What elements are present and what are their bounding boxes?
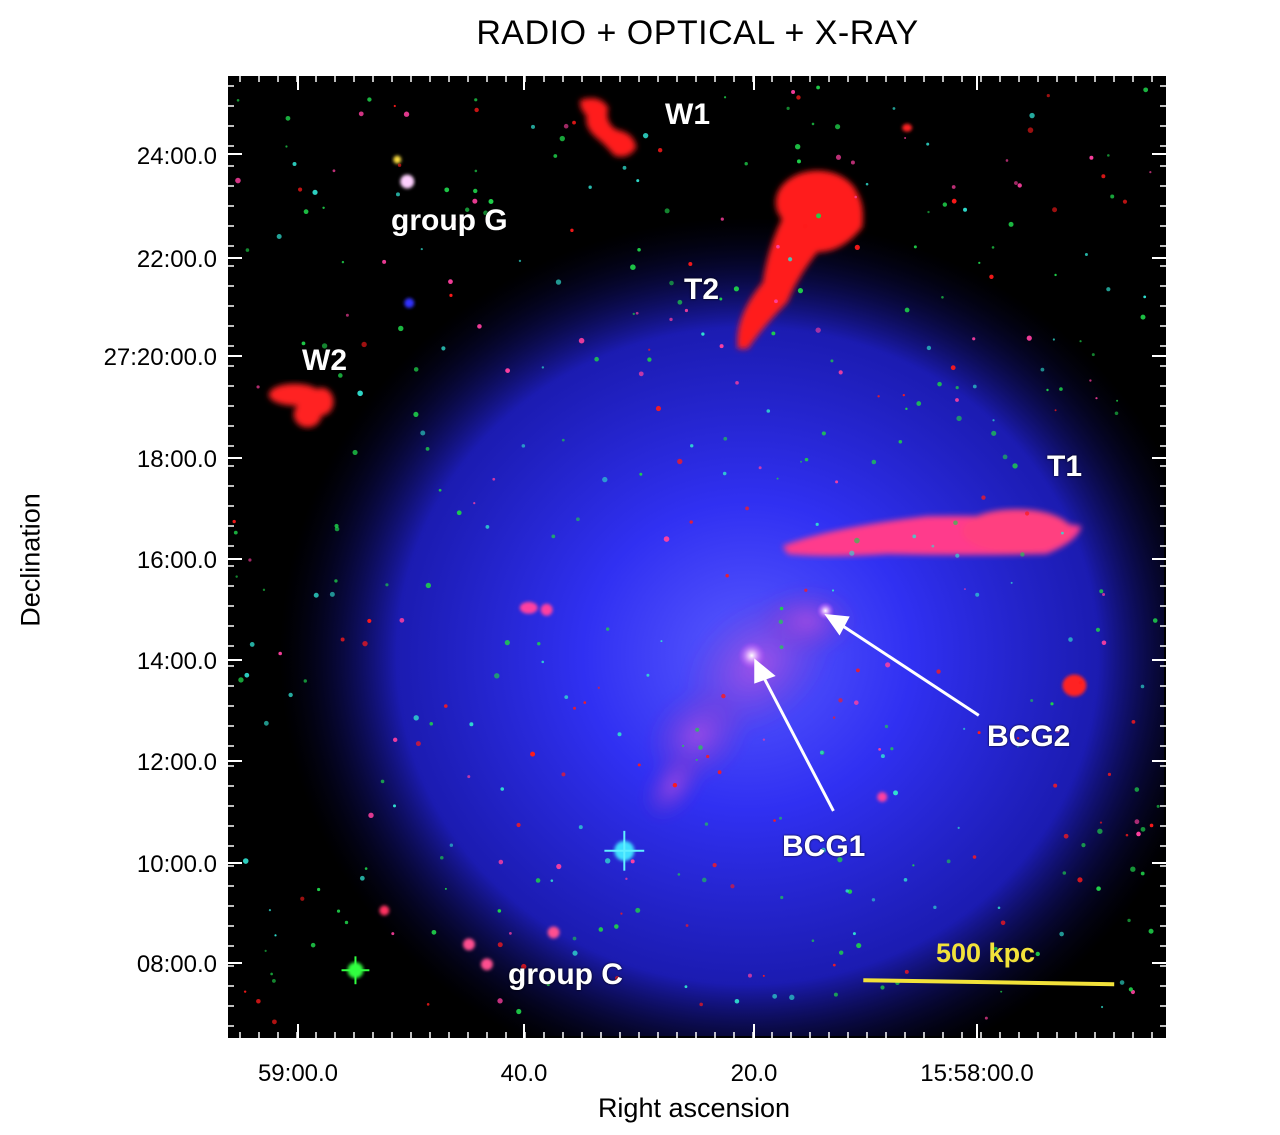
sky-image-svg (232, 85, 1164, 1036)
y-axis-title: Declination (15, 493, 46, 627)
label-group-g: group G (391, 204, 508, 237)
dec-tick-label: 10:00.0 (136, 851, 217, 878)
ra-tick-label: 59:00.0 (257, 1060, 339, 1087)
radio-tail-t1 (782, 509, 1082, 557)
label-t2: T2 (684, 273, 720, 306)
composite-sky-image: W1 group G T2 W2 T1 BCG2 BCG1 group C 50… (228, 76, 1166, 1038)
axis-ticks (228, 76, 1166, 1038)
dec-tick-label: 14:00.0 (136, 648, 217, 675)
figure-title: RADIO + OPTICAL + X-RAY (476, 14, 919, 52)
dec-tick-label: 24:00.0 (136, 143, 217, 170)
field-sources (232, 85, 1160, 1025)
label-bcg1: BCG1 (782, 830, 866, 863)
dec-tick-label: 08:00.0 (136, 951, 217, 978)
ra-tick-label: 20.0 (730, 1060, 778, 1087)
label-w1: W1 (665, 98, 710, 131)
radio-tail-t2 (737, 170, 864, 349)
annotation-arrows (754, 613, 980, 812)
dec-tick-label: 22:00.0 (136, 246, 217, 273)
dec-tick-label: 12:00.0 (136, 749, 217, 776)
dec-tick-label: 27:20:00.0 (103, 344, 217, 371)
label-bcg2: BCG2 (987, 720, 1071, 753)
label-t1: T1 (1047, 450, 1083, 483)
x-axis-title: Right ascension (597, 1093, 791, 1123)
radio-source-w1 (580, 98, 637, 157)
scale-bar-label: 500 kpc (936, 938, 1036, 968)
label-group-c: group C (508, 958, 623, 991)
radio-compact-sources (379, 123, 1087, 971)
group-g-galaxies (393, 155, 415, 309)
ra-tick-label: 15:58:00.0 (920, 1060, 1034, 1087)
scale-bar-line (863, 978, 1115, 987)
bright-star (341, 830, 645, 985)
dec-tick-label: 18:00.0 (136, 446, 217, 473)
dec-tick-label: 16:00.0 (136, 547, 217, 574)
label-w2: W2 (302, 344, 347, 377)
ra-tick-label: 40.0 (500, 1060, 548, 1087)
radio-source-w2 (268, 383, 334, 428)
